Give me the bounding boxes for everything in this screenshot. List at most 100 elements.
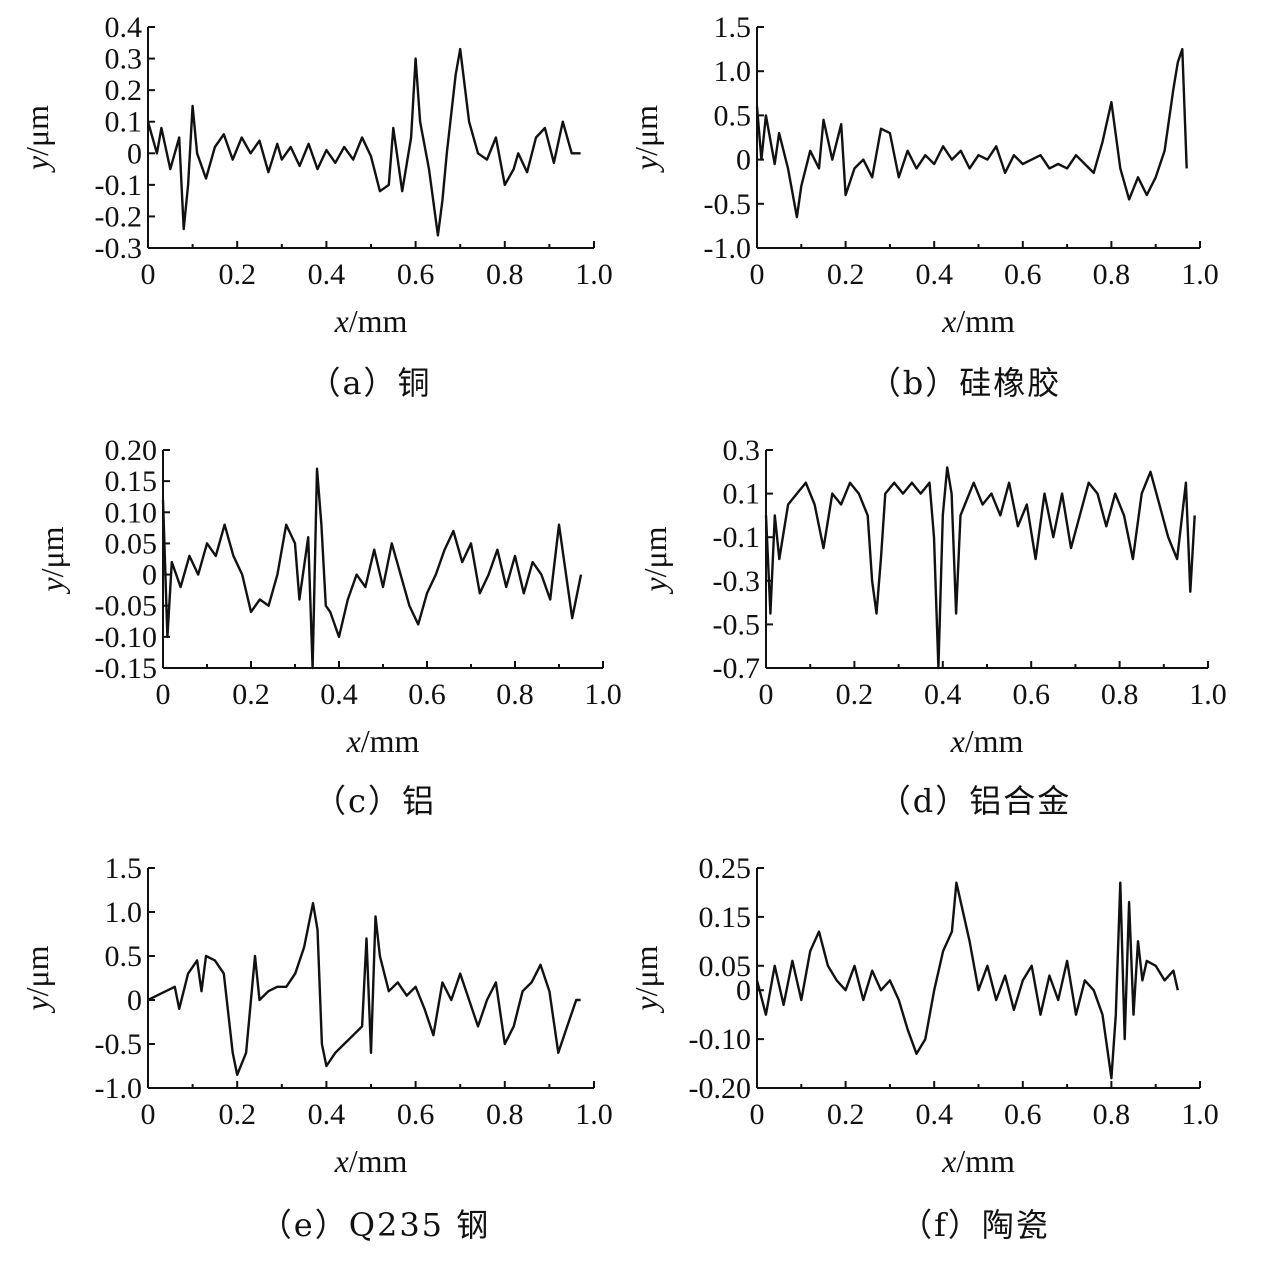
chart-panel-6: 0 0.2 0.4 0.6 0.8 1.00.250.150.050-0.10-0.20x…	[628, 852, 1219, 1244]
y-tick-label: -1.0	[704, 232, 752, 265]
x-axis-unit: /mm	[349, 1143, 408, 1179]
x-tick-label: 0.2	[827, 1098, 865, 1131]
y-tick-label: -0.15	[95, 652, 158, 685]
y-tick-label: -0.3	[713, 565, 761, 598]
y-axis-variable: y	[34, 577, 70, 595]
x-tick-label: 0.2	[836, 678, 874, 711]
x-axis-unit: /mm	[956, 1143, 1015, 1179]
x-axis-label: x/mm	[950, 723, 1024, 759]
y-axis-label: y/μm	[19, 945, 55, 1013]
y-tick-label: 0.3	[105, 43, 143, 76]
profile-line	[161, 467, 583, 670]
x-axis-label: x/mm	[334, 303, 408, 339]
chart-panel-2: 0 0.2 0.4 0.6 0.8 1.01.51.00.50-0.5-1.0x/mmy/…	[628, 11, 1219, 402]
x-axis-variable: x	[346, 723, 361, 759]
y-tick-label: 1.5	[105, 852, 143, 885]
x-tick-label: 0.2	[232, 678, 270, 711]
x-axis-variable: x	[334, 1143, 349, 1179]
y-tick-label: -0.5	[713, 608, 761, 641]
x-tick-label: 0.6	[397, 258, 435, 291]
x-tick-label: 0.8	[1093, 258, 1131, 291]
x-tick-label: 0.4	[915, 258, 953, 291]
x-tick-label: 1.0	[575, 258, 613, 291]
x-axis-variable: x	[941, 1143, 956, 1179]
x-tick-label: 0.4	[320, 678, 358, 711]
x-tick-label: 0.4	[915, 1098, 953, 1131]
x-tick-label: 0	[141, 258, 156, 291]
y-axis-variable: y	[637, 577, 673, 595]
x-tick-label: 0.8	[1093, 1098, 1131, 1131]
y-tick-label: 0.1	[105, 106, 143, 139]
y-tick-label: -0.10	[95, 621, 158, 654]
chart-panel-3: 0 0.2 0.4 0.6 0.8 1.00.200.150.100.050-0.05-0…	[34, 434, 622, 820]
y-tick-label: 0.3	[723, 434, 761, 467]
panel-caption: （a）铜	[308, 364, 431, 402]
x-tick-label: 0.8	[486, 258, 524, 291]
panel-caption: （e）Q235 钢	[260, 1206, 490, 1244]
x-axis-variable: x	[334, 303, 349, 339]
x-axis-unit: /mm	[965, 723, 1024, 759]
panel-caption: （b）硅橡胶	[869, 364, 1062, 402]
profile-line	[755, 881, 1179, 1080]
panel-caption: （c）铝	[314, 782, 436, 820]
x-tick-label: 0.6	[408, 678, 446, 711]
x-tick-label: 0.8	[496, 678, 534, 711]
chart-panel-5: 0 0.2 0.4 0.6 0.8 1.01.51.00.50-0.5-1.0x/mmy/…	[19, 852, 613, 1244]
y-tick-label: -0.10	[689, 1023, 752, 1056]
y-tick-label: 0.5	[714, 99, 752, 132]
y-tick-label: -1.0	[95, 1072, 143, 1105]
y-tick-label: 0.05	[105, 527, 158, 560]
profile-line	[146, 47, 581, 237]
x-tick-label: 0.6	[1012, 678, 1050, 711]
y-tick-label: 0.5	[105, 940, 143, 973]
x-axis-label: x/mm	[941, 1143, 1015, 1179]
x-tick-label: 0	[156, 678, 171, 711]
x-axis-label: x/mm	[334, 1143, 408, 1179]
x-tick-label: 1.0	[1181, 258, 1219, 291]
x-axis-label: x/mm	[346, 723, 420, 759]
y-tick-label: 0	[142, 559, 157, 592]
profile-line	[764, 466, 1196, 670]
y-axis-variable: y	[19, 996, 55, 1014]
y-tick-label: -0.1	[95, 169, 143, 202]
y-tick-label: 0.15	[105, 465, 158, 498]
y-tick-label: 0.2	[105, 74, 143, 107]
y-axis-label: y/μm	[637, 526, 673, 594]
x-tick-label: 0.2	[218, 258, 256, 291]
x-axis-unit: /mm	[349, 303, 408, 339]
y-tick-label: -0.1	[713, 521, 761, 554]
x-tick-label: 0.8	[1101, 678, 1139, 711]
y-tick-label: -0.5	[704, 188, 752, 221]
x-tick-label: 0	[750, 1098, 765, 1131]
y-axis-unit: /μm	[628, 105, 664, 156]
y-tick-label: -0.2	[95, 200, 143, 233]
y-tick-label: 0.15	[699, 901, 752, 934]
x-axis-unit: /mm	[956, 303, 1015, 339]
chart-panel-4: 0 0.2 0.4 0.6 0.8 1.00.30.1-0.1-0.3-0.5-0.7x/…	[637, 434, 1227, 820]
profile-line	[147, 902, 581, 1077]
y-tick-label: 0	[736, 974, 751, 1007]
y-tick-label: 0.20	[105, 434, 158, 467]
x-tick-label: 1.0	[575, 1098, 613, 1131]
x-tick-label: 0.2	[218, 1098, 256, 1131]
y-axis-label: y/μm	[628, 945, 664, 1013]
x-tick-label: 1.0	[1189, 678, 1227, 711]
y-tick-label: -0.05	[95, 590, 158, 623]
x-axis-unit: /mm	[361, 723, 420, 759]
y-axis-unit: /μm	[19, 105, 55, 156]
y-tick-label: 0.4	[105, 11, 143, 44]
y-tick-label: -0.7	[713, 652, 761, 685]
x-axis-variable: x	[950, 723, 965, 759]
y-tick-label: 0.10	[105, 496, 158, 529]
y-axis-variable: y	[19, 155, 55, 173]
y-axis-unit: /μm	[34, 526, 70, 577]
y-tick-label: 0.25	[699, 852, 752, 885]
y-axis-unit: /μm	[637, 526, 673, 577]
y-tick-label: 1.5	[714, 11, 752, 44]
x-tick-label: 0	[759, 678, 774, 711]
y-tick-label: 0	[127, 984, 142, 1017]
y-axis-unit: /μm	[19, 945, 55, 996]
y-tick-label: -0.20	[689, 1072, 752, 1105]
panel-caption: （d）铝合金	[879, 782, 1072, 820]
